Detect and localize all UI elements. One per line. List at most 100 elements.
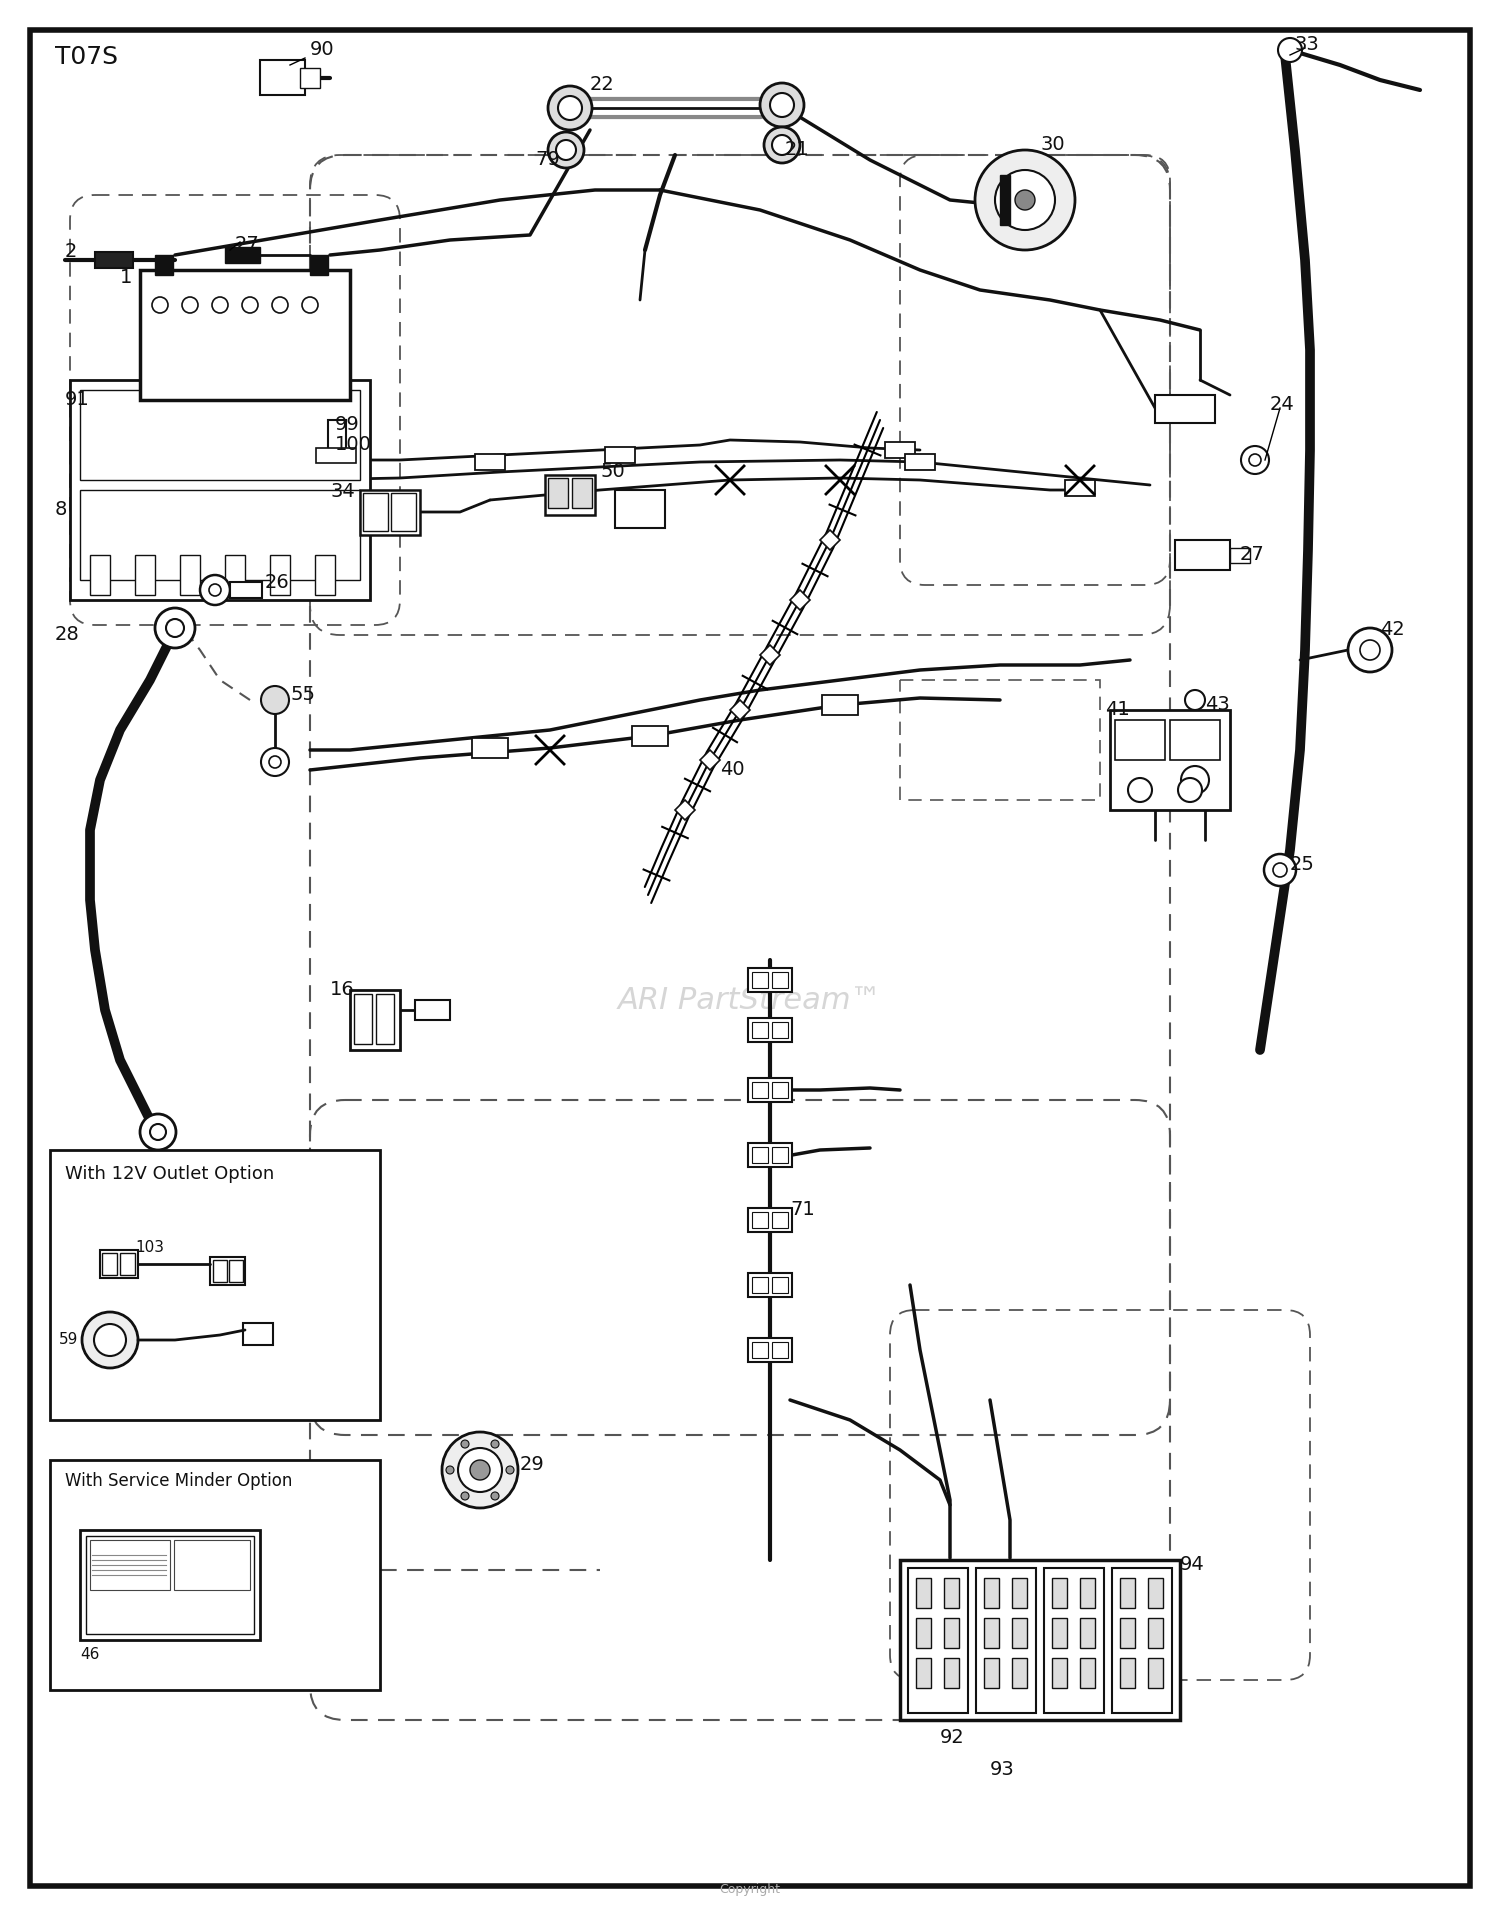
Text: With Service Minder Option: With Service Minder Option	[64, 1471, 292, 1491]
FancyBboxPatch shape	[210, 1257, 244, 1286]
FancyBboxPatch shape	[916, 1579, 932, 1608]
Circle shape	[556, 140, 576, 161]
FancyBboxPatch shape	[544, 475, 596, 515]
FancyBboxPatch shape	[1120, 1579, 1136, 1608]
FancyBboxPatch shape	[984, 1579, 999, 1608]
Circle shape	[558, 96, 582, 121]
FancyBboxPatch shape	[916, 1617, 932, 1648]
Circle shape	[242, 297, 258, 312]
FancyBboxPatch shape	[100, 1249, 138, 1278]
Circle shape	[1128, 778, 1152, 803]
FancyBboxPatch shape	[472, 738, 508, 759]
FancyBboxPatch shape	[30, 31, 1470, 1885]
Circle shape	[182, 297, 198, 312]
FancyBboxPatch shape	[315, 556, 334, 596]
Circle shape	[272, 297, 288, 312]
Text: 28: 28	[56, 625, 80, 644]
FancyBboxPatch shape	[752, 1213, 768, 1228]
FancyBboxPatch shape	[752, 1276, 768, 1293]
Text: 55: 55	[290, 686, 315, 703]
FancyBboxPatch shape	[1080, 1657, 1095, 1688]
Circle shape	[166, 619, 184, 636]
FancyBboxPatch shape	[225, 247, 260, 262]
Circle shape	[446, 1466, 454, 1473]
FancyBboxPatch shape	[1013, 1617, 1028, 1648]
FancyBboxPatch shape	[243, 1324, 273, 1345]
Text: 34: 34	[330, 483, 354, 500]
FancyBboxPatch shape	[350, 991, 400, 1050]
Text: 27: 27	[236, 236, 260, 255]
Text: ARI PartStream™: ARI PartStream™	[618, 985, 882, 1014]
Circle shape	[770, 94, 794, 117]
FancyBboxPatch shape	[1052, 1657, 1066, 1688]
FancyBboxPatch shape	[944, 1579, 958, 1608]
Circle shape	[458, 1448, 503, 1493]
FancyBboxPatch shape	[604, 446, 634, 464]
FancyBboxPatch shape	[300, 67, 320, 88]
FancyBboxPatch shape	[615, 490, 664, 529]
FancyBboxPatch shape	[1080, 1617, 1095, 1648]
FancyBboxPatch shape	[748, 1207, 792, 1232]
FancyBboxPatch shape	[976, 1567, 1036, 1713]
FancyBboxPatch shape	[1148, 1579, 1162, 1608]
FancyBboxPatch shape	[50, 1150, 380, 1420]
FancyBboxPatch shape	[1155, 395, 1215, 423]
FancyBboxPatch shape	[1170, 720, 1219, 761]
Circle shape	[1348, 628, 1392, 673]
Circle shape	[1274, 862, 1287, 878]
FancyBboxPatch shape	[70, 379, 370, 600]
FancyBboxPatch shape	[392, 492, 416, 531]
FancyBboxPatch shape	[900, 1560, 1180, 1721]
FancyBboxPatch shape	[316, 448, 356, 464]
FancyBboxPatch shape	[572, 477, 592, 508]
Text: 33: 33	[1294, 34, 1320, 54]
FancyBboxPatch shape	[80, 490, 360, 581]
FancyBboxPatch shape	[1230, 548, 1250, 563]
Circle shape	[506, 1466, 515, 1473]
Circle shape	[490, 1493, 500, 1500]
Text: 59: 59	[58, 1332, 78, 1347]
FancyBboxPatch shape	[174, 1540, 250, 1590]
Text: 93: 93	[990, 1761, 1014, 1778]
FancyBboxPatch shape	[752, 1341, 768, 1358]
FancyBboxPatch shape	[225, 556, 245, 596]
Circle shape	[1250, 454, 1262, 466]
Text: 29: 29	[520, 1454, 544, 1473]
FancyBboxPatch shape	[1080, 1579, 1095, 1608]
FancyBboxPatch shape	[822, 696, 858, 715]
Text: 71: 71	[790, 1199, 814, 1219]
Circle shape	[772, 134, 792, 155]
Circle shape	[200, 575, 230, 605]
FancyBboxPatch shape	[1013, 1657, 1028, 1688]
Circle shape	[460, 1493, 470, 1500]
FancyBboxPatch shape	[772, 971, 788, 989]
Circle shape	[490, 1441, 500, 1448]
Polygon shape	[790, 590, 810, 609]
FancyBboxPatch shape	[86, 1537, 254, 1634]
Text: 79: 79	[536, 149, 560, 169]
FancyBboxPatch shape	[1174, 540, 1230, 569]
FancyBboxPatch shape	[230, 1261, 243, 1282]
FancyBboxPatch shape	[1044, 1567, 1104, 1713]
Text: 94: 94	[1180, 1556, 1204, 1575]
FancyBboxPatch shape	[1114, 720, 1166, 761]
Text: 16: 16	[330, 979, 354, 998]
Text: 42: 42	[1380, 621, 1404, 640]
Text: 50: 50	[600, 462, 624, 481]
Text: 24: 24	[1270, 395, 1294, 414]
Polygon shape	[675, 801, 694, 820]
FancyBboxPatch shape	[908, 1567, 968, 1713]
Text: 8: 8	[56, 500, 68, 519]
Circle shape	[140, 1113, 176, 1150]
FancyBboxPatch shape	[213, 1261, 226, 1282]
FancyBboxPatch shape	[270, 556, 290, 596]
FancyBboxPatch shape	[772, 1083, 788, 1098]
FancyBboxPatch shape	[363, 492, 388, 531]
FancyBboxPatch shape	[904, 454, 934, 469]
FancyBboxPatch shape	[944, 1657, 958, 1688]
Circle shape	[211, 297, 228, 312]
Circle shape	[1180, 766, 1209, 793]
Text: 90: 90	[310, 40, 334, 59]
FancyBboxPatch shape	[984, 1657, 999, 1688]
Circle shape	[470, 1460, 490, 1479]
